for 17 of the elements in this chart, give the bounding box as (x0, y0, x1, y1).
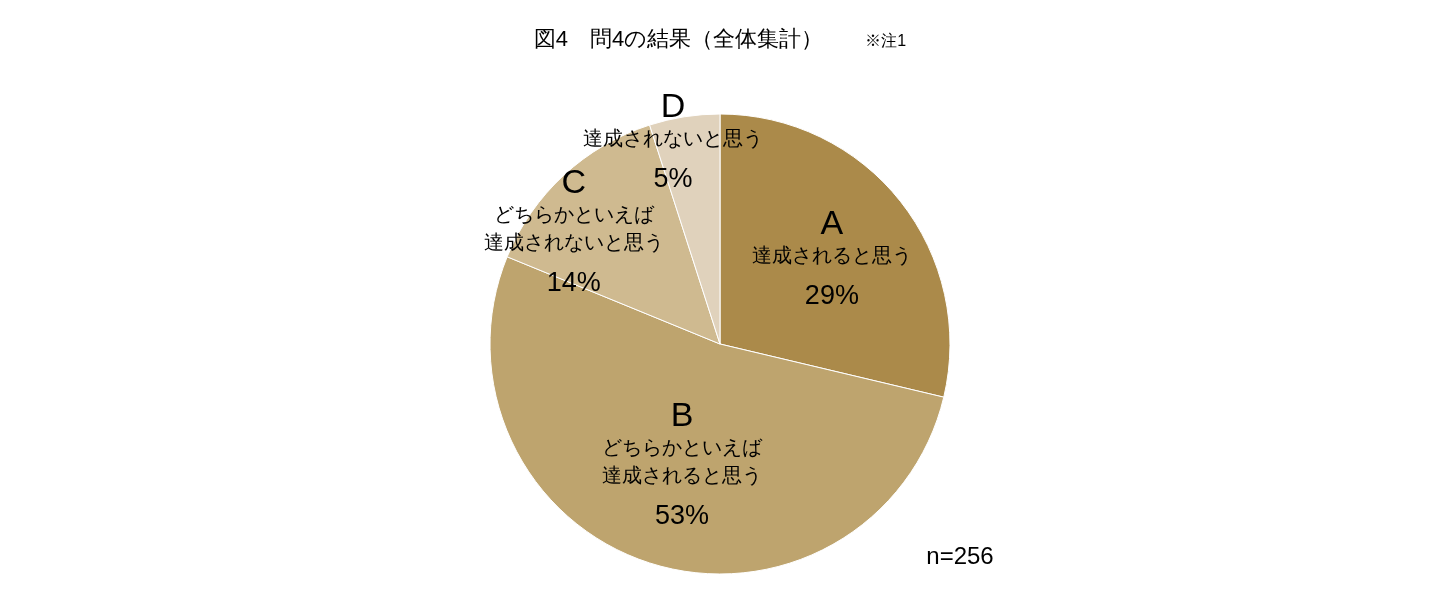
category-label: 達成されないと思う (483, 231, 664, 254)
title: 図4 問4の結果（全体集計） (533, 26, 824, 51)
annotation: ※注1 (865, 32, 907, 49)
value-label: 5% (653, 163, 693, 194)
category-label: 達成されないと思う (582, 127, 763, 150)
annotation: n=256 (926, 542, 994, 569)
category-label: B (670, 395, 694, 434)
category-label: どちらかといえば (602, 436, 762, 459)
value-label: 53% (654, 500, 709, 531)
value-label: 14% (546, 267, 601, 298)
category-label: どちらかといえば (493, 203, 654, 226)
category-label: 達成されると思う (751, 243, 912, 266)
value-label: 29% (804, 279, 859, 310)
category-label: C (561, 162, 587, 201)
category-label: A (820, 202, 844, 241)
category-label: 達成されると思う (602, 464, 762, 487)
category-label: D (660, 86, 686, 125)
